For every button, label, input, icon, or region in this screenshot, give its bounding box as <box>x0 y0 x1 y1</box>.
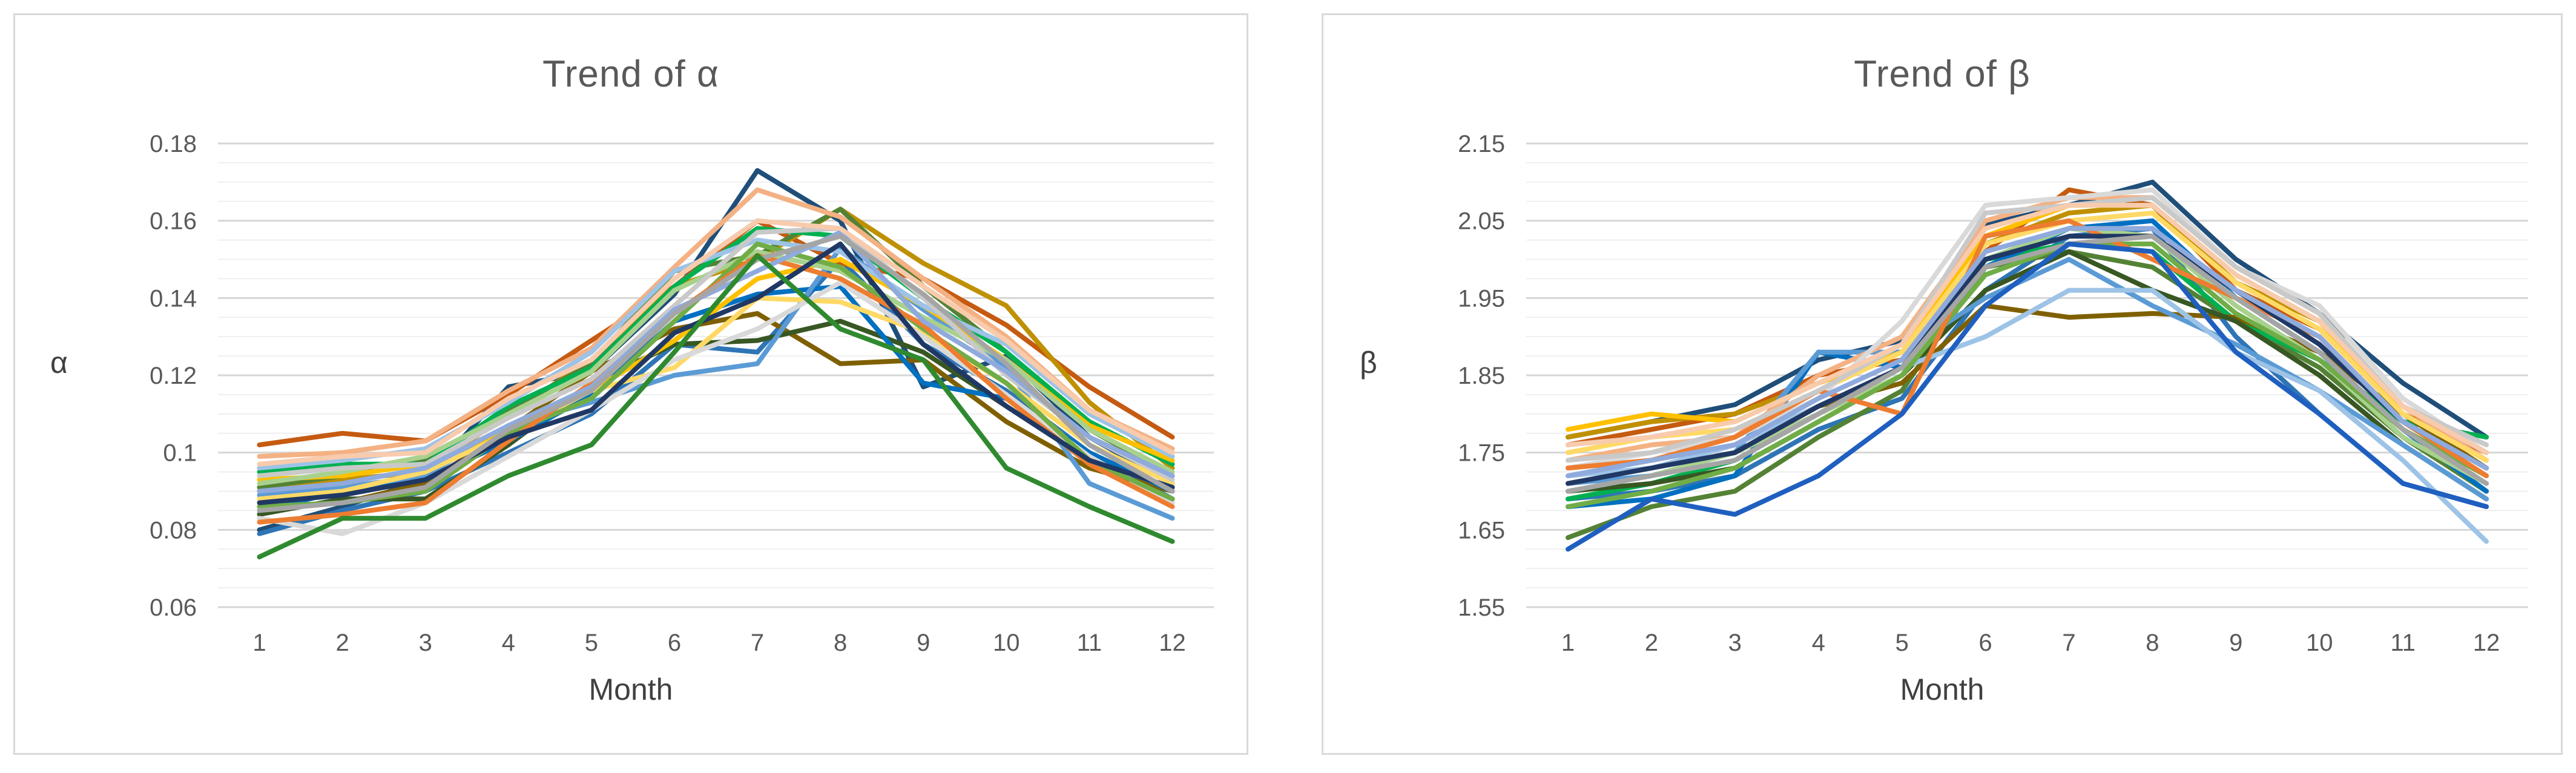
y-tick-label: 1.55 <box>1458 594 1505 621</box>
series-line-s19 <box>1566 195 2489 463</box>
x-tick-label: 4 <box>1812 630 1825 656</box>
series-line-s15 <box>1566 210 2489 463</box>
y-tick-label: 0.16 <box>150 208 197 235</box>
series-line-s21 <box>257 229 1175 494</box>
y-tick-label: 1.95 <box>1458 285 1505 312</box>
x-tick-label: 10 <box>993 630 1020 656</box>
series-line-s11 <box>257 187 1175 459</box>
series-line-s19 <box>257 226 1175 482</box>
x-tick-label: 7 <box>2062 630 2075 656</box>
y-tick-label: 0.1 <box>163 440 197 467</box>
series-lines <box>257 168 1175 559</box>
x-tick-label: 6 <box>668 630 681 656</box>
x-tick-label: 11 <box>1077 630 1102 656</box>
series-line-s24 <box>257 253 1175 559</box>
x-tick-label: 3 <box>419 630 432 656</box>
x-tick-label: 3 <box>1728 630 1742 656</box>
alpha-chart-panel: Trend of α α 0.06 0.08 0.1 0.12 0.14 0.16 0.18… <box>13 13 1248 755</box>
series-line-s23 <box>1566 234 2489 494</box>
series-line-s22 <box>1566 203 2489 455</box>
x-tick-label: 1 <box>252 630 266 656</box>
series-line-s13 <box>257 237 1175 471</box>
series-line-s20 <box>257 242 1175 505</box>
x-tick-label: 12 <box>1159 630 1186 656</box>
x-tick-label: 5 <box>1896 630 1909 656</box>
x-tick-label: 8 <box>2146 630 2159 656</box>
x-tick-label: 4 <box>502 630 515 656</box>
x-tick-label: 10 <box>2306 630 2333 656</box>
beta-chart-panel: Trend of β β 1.55 1.65 1.75 1.85 1.95 2.05 2.1… <box>1322 13 2563 755</box>
x-tick-label: 2 <box>1645 630 1658 656</box>
beta-plot-area: 1.551.651.751.851.952.052.151 2 3 4 5 6 7 8 9 10 1… <box>1458 131 2528 656</box>
y-tick-label: 1.75 <box>1458 440 1505 467</box>
x-tick-label: 11 <box>2390 630 2416 656</box>
y-tick-label: 0.12 <box>150 363 197 389</box>
series-line-s16 <box>257 280 1175 536</box>
y-tick-label: 0.06 <box>150 594 197 621</box>
alpha-plot-area: 0.060.080.10.120.140.160.181 2 3 4 5 6 7 8 9 10 11… <box>150 131 1214 656</box>
series-line-s7 <box>257 311 1175 509</box>
series-line-s20 <box>1566 234 2489 486</box>
x-tick-label: 5 <box>585 630 598 656</box>
x-tick-label: 12 <box>2473 630 2500 656</box>
y-axis-title: α <box>50 346 68 380</box>
y-tick-label: 2.05 <box>1458 208 1505 235</box>
x-tick-label: 8 <box>834 630 847 656</box>
x-axis-title: Month <box>1900 673 1985 706</box>
series-line-s23 <box>257 234 1175 513</box>
x-axis-title: Month <box>588 673 673 706</box>
y-tick-label: 1.85 <box>1458 363 1505 389</box>
chart-title: Trend of β <box>1854 53 2031 95</box>
y-tick-label: 0.18 <box>150 131 197 157</box>
x-tick-label: 9 <box>2229 630 2242 656</box>
series-line-s24 <box>1566 242 2489 552</box>
chart-title: Trend of α <box>542 53 719 95</box>
y-tick-label: 0.08 <box>150 517 197 544</box>
x-tick-label: 6 <box>1978 630 1992 656</box>
y-axis-title: β <box>1360 346 1377 380</box>
series-lines <box>1566 179 2489 552</box>
y-tick-label: 1.65 <box>1458 517 1505 544</box>
series-line-s22 <box>257 218 1175 467</box>
y-tick-label: 0.14 <box>150 285 197 312</box>
series-line-s17 <box>1566 242 2489 509</box>
y-tick-label: 2.15 <box>1458 131 1505 157</box>
x-tick-label: 9 <box>917 630 930 656</box>
x-tick-label: 7 <box>751 630 764 656</box>
x-tick-label: 1 <box>1561 630 1575 656</box>
series-line-s21 <box>1566 226 2489 478</box>
x-tick-label: 2 <box>336 630 349 656</box>
